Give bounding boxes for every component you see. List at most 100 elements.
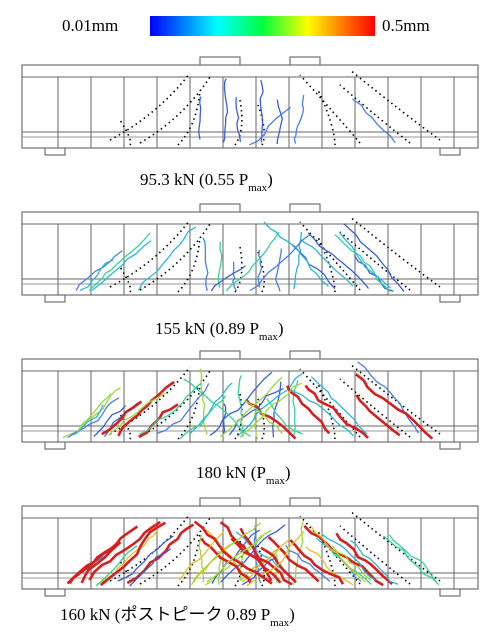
crack bbox=[80, 541, 122, 584]
crack bbox=[157, 383, 210, 435]
crack bbox=[334, 234, 391, 293]
crack bbox=[286, 386, 354, 437]
support bbox=[44, 147, 66, 156]
crack bbox=[139, 382, 202, 435]
caption-sub: max bbox=[259, 331, 278, 343]
crack bbox=[129, 548, 171, 587]
crack bbox=[357, 361, 420, 434]
crack bbox=[293, 231, 303, 290]
crack bbox=[219, 376, 283, 438]
crack bbox=[353, 254, 394, 292]
beam-outline bbox=[21, 358, 479, 443]
beam-panel: 155 kN (0.89 Pmax) bbox=[21, 203, 479, 343]
load-plate bbox=[199, 350, 241, 360]
crack bbox=[237, 375, 244, 438]
crack bbox=[239, 527, 293, 586]
load-plate bbox=[199, 203, 241, 213]
crack bbox=[382, 535, 440, 586]
crack-trace bbox=[119, 119, 132, 146]
crack bbox=[68, 546, 113, 585]
panel-caption: 180 kN (Pmax) bbox=[196, 463, 291, 487]
load-plate bbox=[289, 56, 321, 66]
crack bbox=[304, 384, 369, 439]
crack bbox=[99, 521, 166, 587]
caption-tail: ) bbox=[285, 463, 291, 482]
crack bbox=[219, 521, 282, 584]
crack bbox=[293, 94, 305, 144]
crack bbox=[91, 240, 152, 291]
crack bbox=[260, 546, 297, 584]
crack bbox=[263, 221, 329, 287]
crack bbox=[217, 242, 223, 288]
load-plate bbox=[289, 203, 321, 213]
crack bbox=[303, 524, 384, 587]
crack bbox=[259, 79, 264, 143]
crack-trace bbox=[139, 223, 211, 291]
crack bbox=[249, 234, 310, 292]
crack bbox=[198, 96, 202, 140]
crack bbox=[355, 394, 401, 437]
crack bbox=[225, 231, 280, 292]
crack-trace bbox=[119, 266, 132, 293]
color-bar bbox=[150, 16, 375, 36]
crack bbox=[338, 231, 392, 289]
crack bbox=[206, 534, 262, 583]
caption-tail: ) bbox=[278, 319, 284, 338]
crack-trace bbox=[339, 231, 411, 291]
legend-max: 0.5mm bbox=[382, 16, 430, 35]
crack bbox=[190, 382, 233, 434]
crack bbox=[351, 98, 396, 143]
caption-sub: max bbox=[266, 475, 285, 487]
beam-outline bbox=[21, 505, 479, 590]
beam-panel: 160 kN (ポストピーク 0.89 Pmax) bbox=[21, 497, 479, 629]
crack bbox=[246, 530, 305, 587]
crack bbox=[292, 379, 299, 437]
support bbox=[44, 441, 66, 450]
crack bbox=[198, 534, 205, 582]
crack bbox=[79, 259, 114, 291]
support bbox=[44, 588, 66, 597]
crack bbox=[210, 265, 246, 292]
crack bbox=[88, 520, 162, 581]
crack bbox=[126, 523, 195, 585]
crack bbox=[305, 546, 354, 586]
crack bbox=[179, 395, 227, 440]
crack bbox=[307, 232, 370, 289]
support bbox=[439, 294, 461, 303]
crack bbox=[108, 392, 166, 437]
crack bbox=[75, 387, 121, 435]
crack bbox=[242, 538, 291, 582]
crack bbox=[354, 373, 434, 440]
crack-trace bbox=[257, 398, 266, 440]
support bbox=[439, 588, 461, 597]
crack bbox=[331, 545, 372, 581]
load-plate bbox=[199, 497, 241, 507]
crack bbox=[199, 368, 208, 435]
panel-caption: 155 kN (0.89 Pmax) bbox=[155, 319, 284, 343]
crack-trace bbox=[109, 366, 191, 435]
crack bbox=[276, 99, 283, 145]
crack bbox=[72, 404, 104, 436]
crack-trace bbox=[109, 513, 191, 582]
crack bbox=[267, 536, 320, 583]
caption-main: 155 kN (0.89 P bbox=[155, 319, 259, 338]
crack-trace bbox=[109, 72, 191, 141]
crack-trace bbox=[109, 219, 191, 288]
crack bbox=[310, 525, 366, 583]
crack bbox=[202, 237, 209, 291]
crack bbox=[257, 249, 263, 288]
crack-trace bbox=[299, 74, 361, 144]
beam-outline bbox=[21, 211, 479, 296]
crack-trace bbox=[257, 251, 266, 293]
crack-trace bbox=[257, 104, 266, 146]
crack bbox=[239, 382, 302, 438]
load-plate bbox=[199, 56, 241, 66]
caption-main: 95.3 kN (0.55 P bbox=[140, 170, 248, 189]
crack bbox=[236, 372, 303, 437]
crack bbox=[193, 520, 273, 585]
crack bbox=[389, 534, 438, 583]
beam-outline bbox=[21, 64, 479, 149]
crack bbox=[138, 226, 197, 291]
load-plate bbox=[289, 497, 321, 507]
